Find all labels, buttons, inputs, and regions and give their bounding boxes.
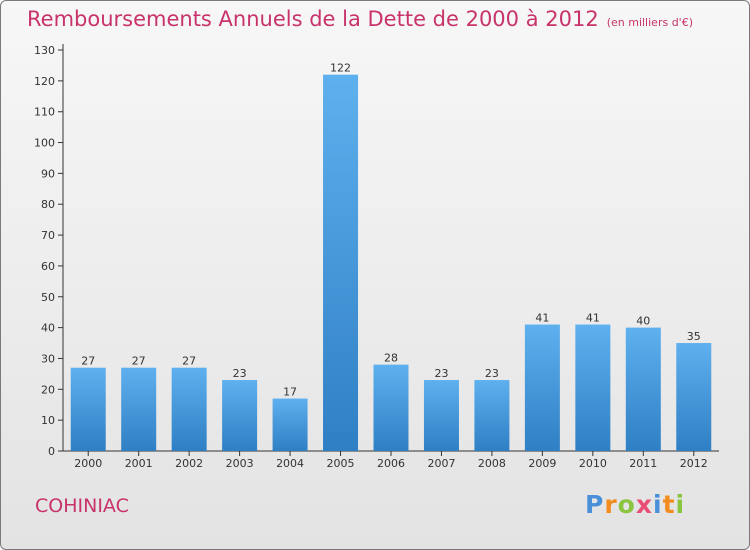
bar: [676, 343, 712, 451]
x-tick-label: 2007: [427, 457, 455, 470]
x-tick-label: 2008: [478, 457, 506, 470]
x-tick-label: 2003: [226, 457, 254, 470]
bar: [70, 367, 106, 451]
bar: [323, 74, 359, 451]
bar: [625, 327, 661, 451]
x-tick-label: 2002: [175, 457, 203, 470]
x-tick-label: 2010: [579, 457, 607, 470]
city-name: COHINIAC: [35, 495, 129, 517]
y-tick-label: 10: [41, 414, 55, 427]
y-tick-label: 100: [34, 137, 55, 150]
bar-value-label: 40: [636, 315, 650, 328]
bar-value-label: 17: [283, 386, 297, 399]
logo-letter: r: [604, 490, 618, 519]
y-tick-label: 130: [34, 44, 55, 57]
x-tick-label: 2012: [680, 457, 708, 470]
bar: [423, 380, 459, 451]
y-tick-label: 120: [34, 75, 55, 88]
logo-letter: o: [617, 490, 636, 519]
x-tick-label: 2005: [327, 457, 355, 470]
x-tick-label: 2000: [74, 457, 102, 470]
x-tick-label: 2004: [276, 457, 304, 470]
bar-value-label: 35: [687, 330, 701, 343]
y-tick-label: 70: [41, 229, 55, 242]
chart-subtitle: (en milliers d'€): [606, 16, 693, 29]
bar: [272, 398, 308, 451]
bar: [171, 367, 207, 451]
x-tick-label: 2011: [629, 457, 657, 470]
logo-letter: t: [662, 490, 676, 519]
logo-letter: x: [635, 490, 653, 519]
y-tick-label: 110: [34, 106, 55, 119]
bar-value-label: 23: [233, 367, 247, 380]
x-tick-label: 2009: [528, 457, 556, 470]
y-tick-label: 20: [41, 383, 55, 396]
y-tick-label: 60: [41, 260, 55, 273]
bar: [474, 380, 510, 451]
bar: [575, 324, 611, 451]
bar-value-label: 41: [586, 312, 600, 325]
bar-value-label: 27: [132, 355, 146, 368]
bar-value-label: 27: [182, 355, 196, 368]
bar-value-label: 23: [485, 367, 499, 380]
y-tick-label: 50: [41, 291, 55, 304]
x-tick-label: 2006: [377, 457, 405, 470]
bar-value-label: 23: [434, 367, 448, 380]
bar: [524, 324, 560, 451]
proxiti-logo: Proxiti: [585, 490, 685, 519]
chart-title: Remboursements Annuels de la Dette de 20…: [27, 7, 693, 31]
logo-letter: i: [653, 490, 663, 519]
x-tick-label: 2001: [125, 457, 153, 470]
logo-letter: i: [675, 490, 686, 519]
logo-letter: P: [585, 490, 605, 519]
bar: [222, 380, 258, 451]
bar-value-label: 27: [81, 355, 95, 368]
y-tick-label: 90: [41, 167, 55, 180]
bar: [373, 364, 409, 451]
y-tick-label: 30: [41, 352, 55, 365]
bar-value-label: 28: [384, 352, 398, 365]
y-tick-label: 0: [48, 445, 55, 458]
bar-value-label: 41: [535, 312, 549, 325]
bar: [121, 367, 157, 451]
chart-title-text: Remboursements Annuels de la Dette de 20…: [27, 7, 599, 31]
y-tick-label: 80: [41, 198, 55, 211]
bar-value-label: 122: [330, 62, 351, 75]
y-tick-label: 40: [41, 322, 55, 335]
